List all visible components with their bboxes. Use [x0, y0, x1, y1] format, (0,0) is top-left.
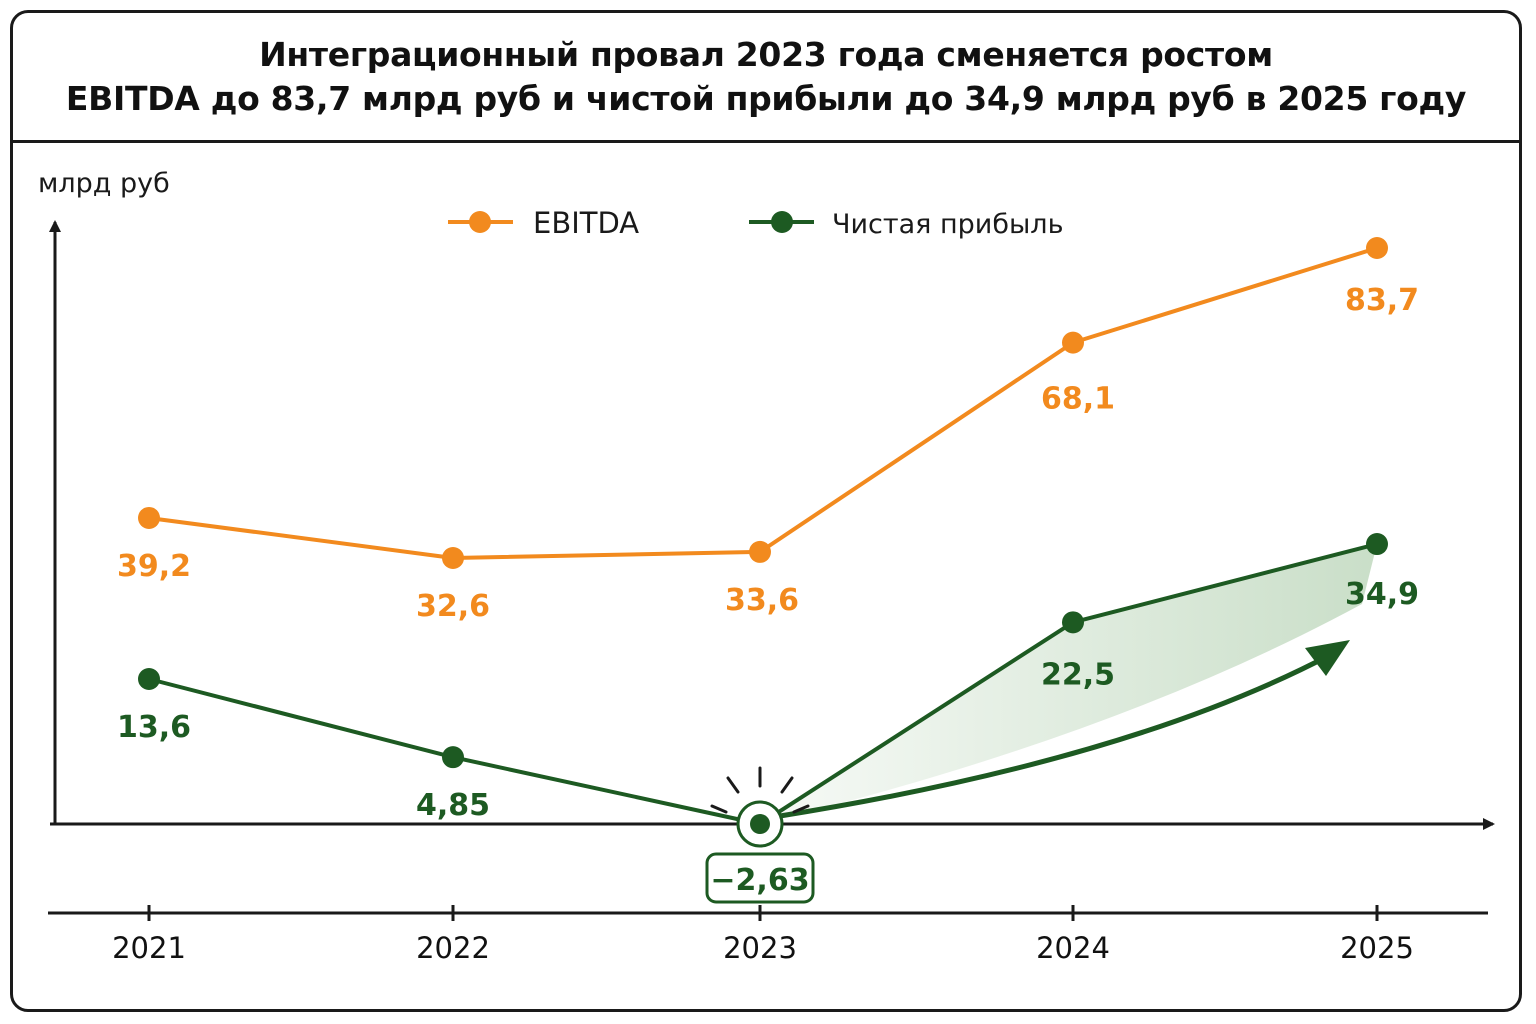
point-ebitda-2025 [1366, 237, 1388, 259]
y-axis-label: млрд руб [38, 168, 170, 199]
legend-net-profit-label: Чистая прибыль [832, 209, 1063, 240]
point-ebitda-2023 [749, 540, 771, 563]
value-label-net-profit-2023: −2,63 [710, 863, 809, 898]
x-tick-label-2023: 2023 [723, 931, 797, 965]
value-label-ebitda-2021: 39,2 [117, 549, 191, 584]
growth-area [760, 544, 1377, 824]
x-tick-label-2025: 2025 [1340, 931, 1414, 965]
series-line-ebitda [148, 246, 1378, 560]
value-label-ebitda-2024: 68,1 [1041, 382, 1115, 417]
value-label-ebitda-2025: 83,7 [1345, 283, 1419, 318]
value-label-net-profit-2024: 22,5 [1041, 657, 1115, 692]
highlight-layer: −2,63 [705, 766, 815, 904]
highlight-ray [792, 804, 810, 814]
title-box: Интеграционный провал 2023 года сменяетс… [13, 13, 1519, 143]
point-net-profit-2023 [750, 814, 770, 834]
x-tick-label-2024: 2024 [1036, 931, 1110, 965]
value-label-net-profit-2021: 13,6 [117, 710, 191, 745]
chart-frame: Интеграционный провал 2023 года сменяетс… [10, 10, 1522, 1012]
value-label-net-profit-2025: 34,9 [1345, 577, 1419, 612]
value-label-net-profit-2022: 4,85 [416, 788, 490, 823]
legend: EBITDA Чистая прибыль [448, 206, 1063, 240]
growth-arrow [777, 652, 1333, 819]
point-ebitda-2022 [442, 547, 464, 569]
value-label-ebitda-2023: 33,6 [725, 583, 799, 618]
highlight-ray [710, 804, 728, 814]
point-net-profit-2022 [442, 746, 464, 769]
series-layer: 39,2 32,6 33,6 68,1 83,7 13,6 4,85 22,5 34,9 [117, 237, 1419, 826]
chart-title-line-1: Интеграционный провал 2023 года сменяетс… [259, 34, 1273, 74]
highlight-label-box [705, 852, 815, 904]
point-ebitda-2024 [1062, 331, 1084, 354]
chart-title-line-2: EBITDA до 83,7 млрд руб и чистой прибыли… [65, 78, 1467, 118]
point-net-profit-2025 [1366, 533, 1388, 556]
x-tick-label-2022: 2022 [416, 931, 490, 965]
x-tick-label-2021: 2021 [112, 931, 186, 965]
x-ticks: 2021 2022 2023 2024 2025 [112, 905, 1414, 965]
point-net-profit-2024 [1062, 611, 1084, 634]
legend-ebitda-label: EBITDA [533, 206, 639, 240]
point-ebitda-2021 [138, 506, 160, 529]
legend-ebitda-marker [469, 211, 491, 233]
legend-net-profit-marker [771, 211, 793, 233]
growth-arrow-head [1305, 640, 1350, 676]
point-net-profit-2021 [138, 668, 160, 690]
highlight-ray [780, 776, 794, 794]
highlight-ray [726, 776, 740, 794]
value-label-ebitda-2022: 32,6 [416, 589, 490, 624]
